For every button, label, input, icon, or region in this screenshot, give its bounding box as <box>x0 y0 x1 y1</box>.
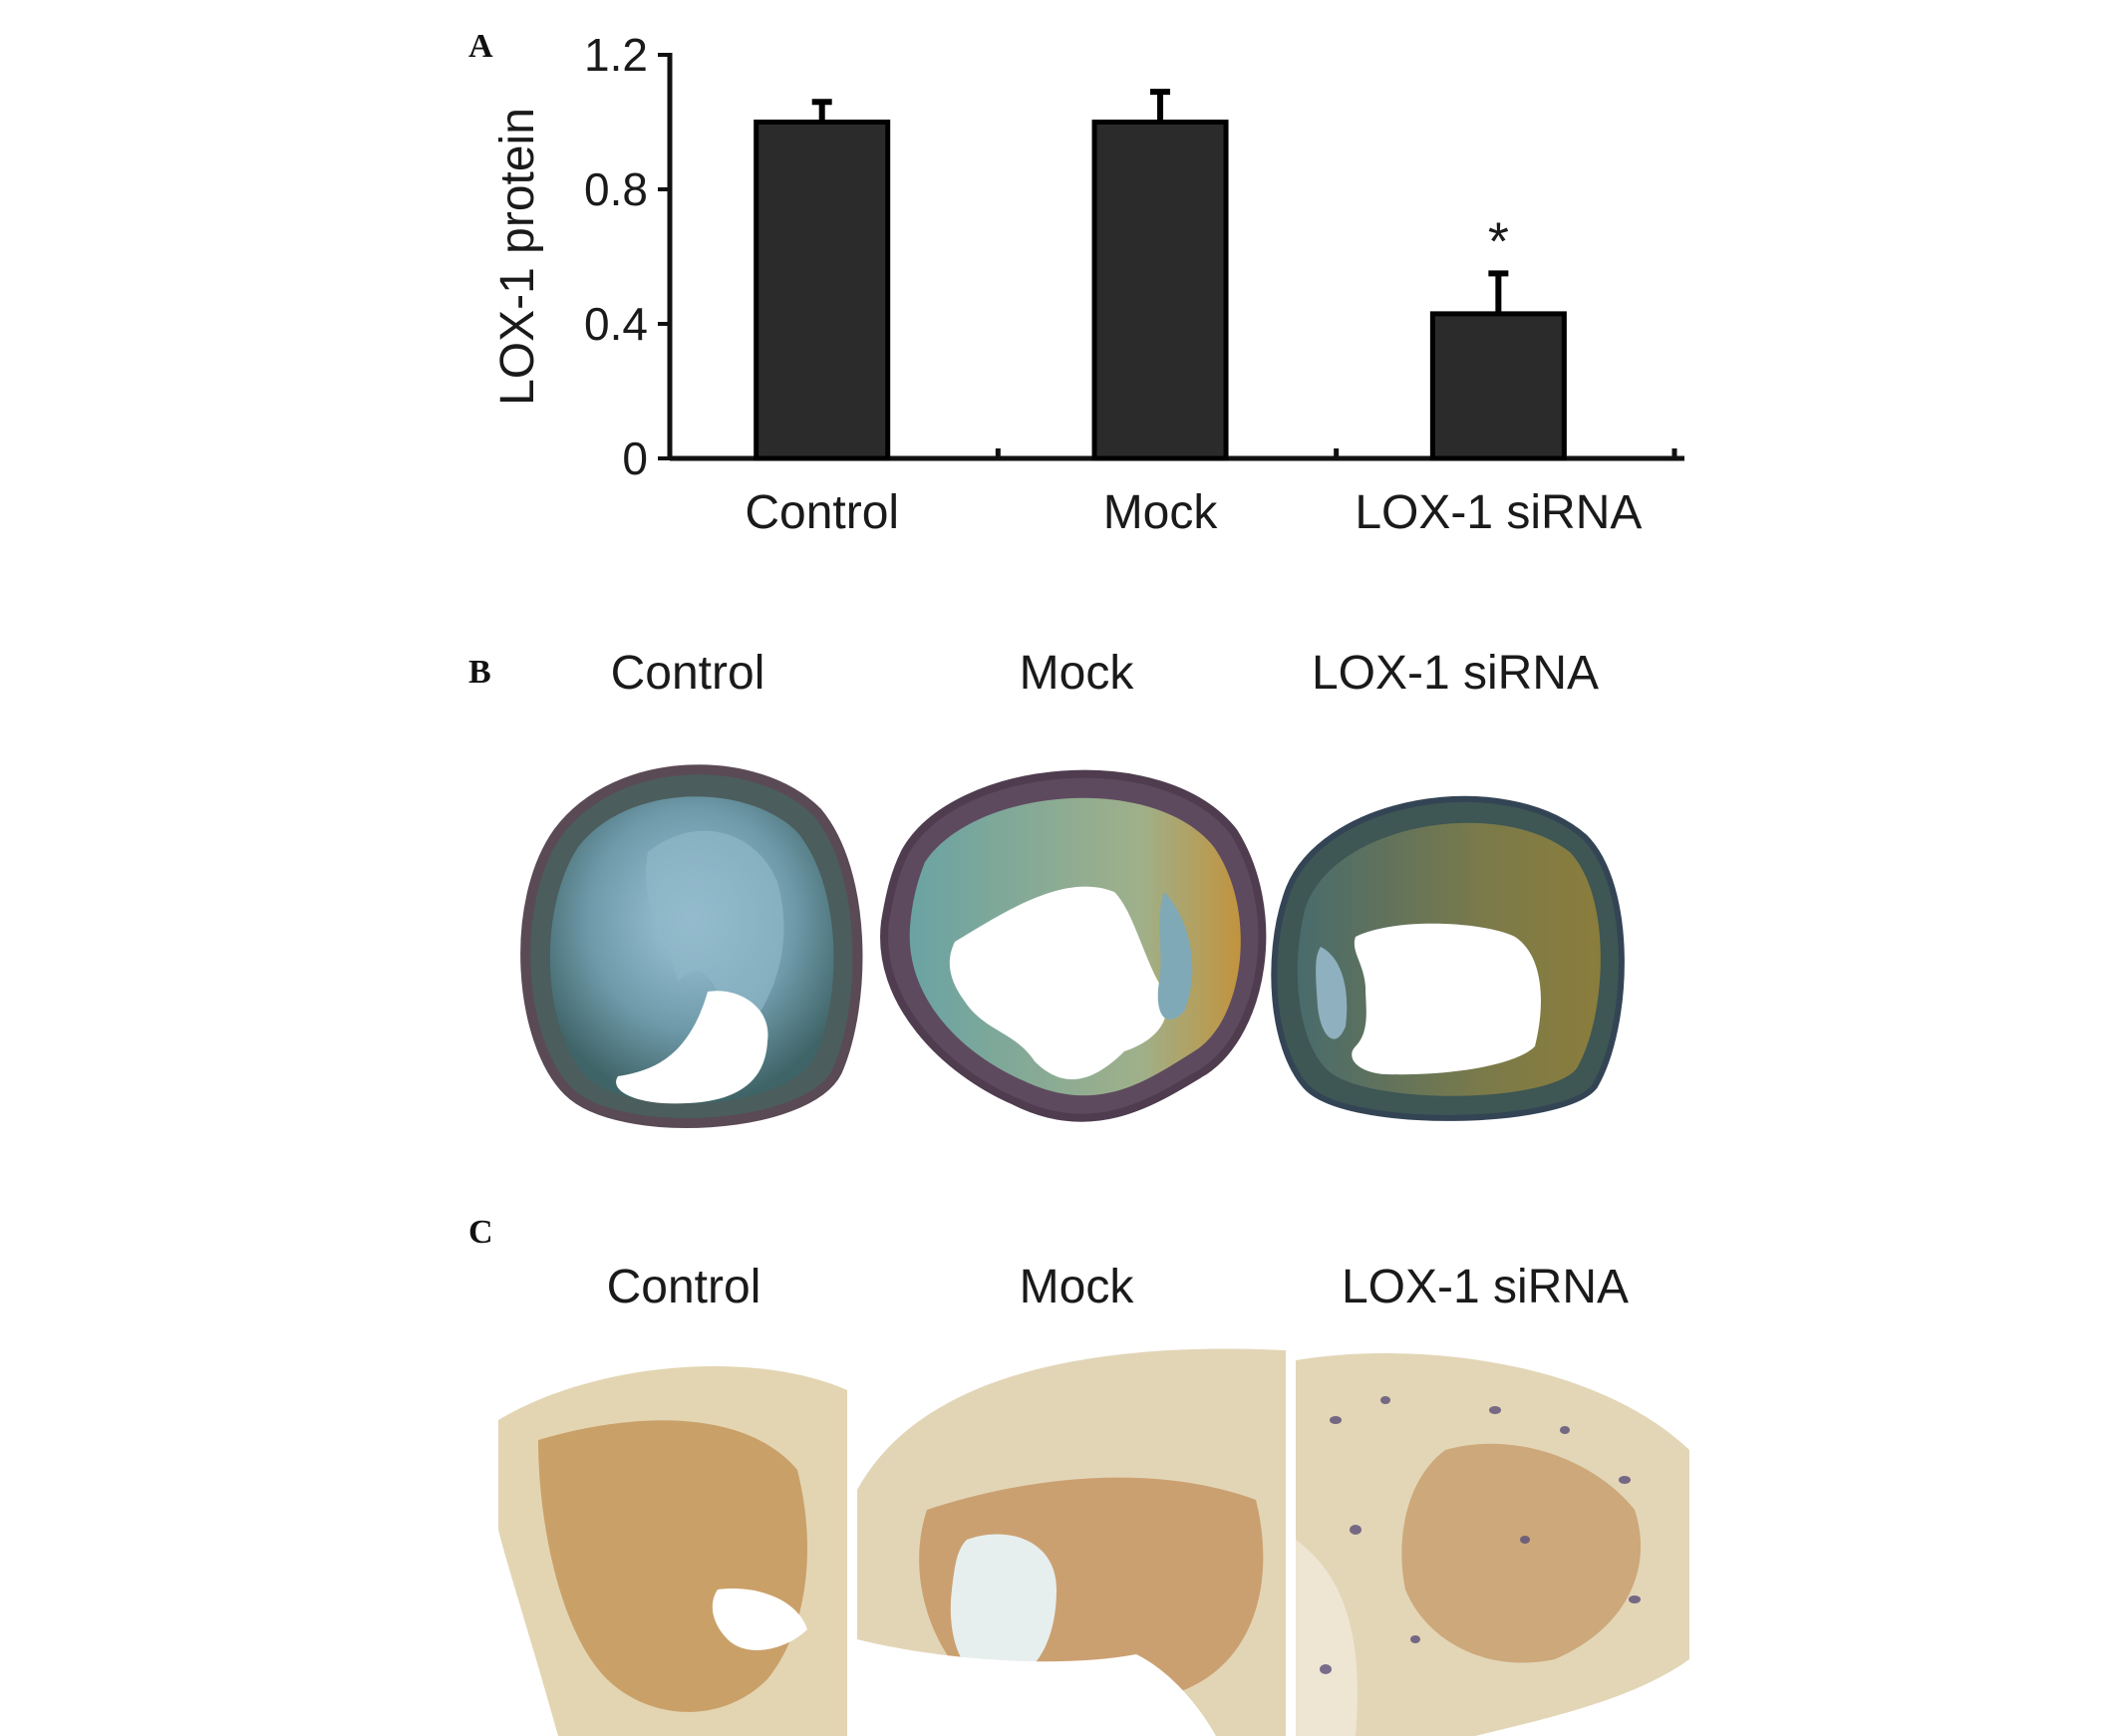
bar-0 <box>754 120 891 461</box>
y-tick-label: 0 <box>622 433 648 484</box>
panel-c-control-ihc-image <box>498 1366 847 1736</box>
y-tick-label: 0.8 <box>584 163 648 215</box>
panel-c-mock-ihc-image <box>857 1348 1286 1736</box>
panel-c-label-lox1-sirna: LOX-1 siRNA <box>1341 1261 1630 1313</box>
panel-b-letter: B <box>468 654 491 691</box>
panel-c-letter: C <box>468 1214 493 1251</box>
panel-b-label-mock: Mock <box>1019 647 1134 700</box>
panel-c-lox1-sirna-ihc-image <box>1296 1352 1689 1736</box>
y-axis-label: LOX-1 protein <box>491 108 544 406</box>
panel-b-label-lox1-sirna: LOX-1 siRNA <box>1311 647 1600 700</box>
significance-marker: * <box>1488 211 1509 271</box>
x-tick-label-1: Mock <box>1103 486 1219 539</box>
x-tick-label-0: Control <box>745 486 899 539</box>
bar-2 <box>1429 311 1567 461</box>
bar-1 <box>1091 120 1229 461</box>
y-tick-label: 0.4 <box>584 298 648 350</box>
panel-b-control-section-image <box>520 764 863 1128</box>
bar-chart: 0 0.4 0.8 1.2 LOX-1 protein Control Mock LOX-1… <box>491 29 1684 539</box>
panel-b-lox1-sirna-section-image <box>1271 795 1625 1121</box>
panel-b-mock-section-image <box>880 769 1267 1122</box>
x-tick-label-2: LOX-1 siRNA <box>1355 486 1642 539</box>
panel-b-label-control: Control <box>610 647 765 700</box>
panel-c-label-mock: Mock <box>1019 1261 1134 1313</box>
panel-a-letter: A <box>468 28 493 65</box>
panel-c-label-control: Control <box>606 1261 761 1313</box>
y-tick-label: 1.2 <box>584 29 648 81</box>
